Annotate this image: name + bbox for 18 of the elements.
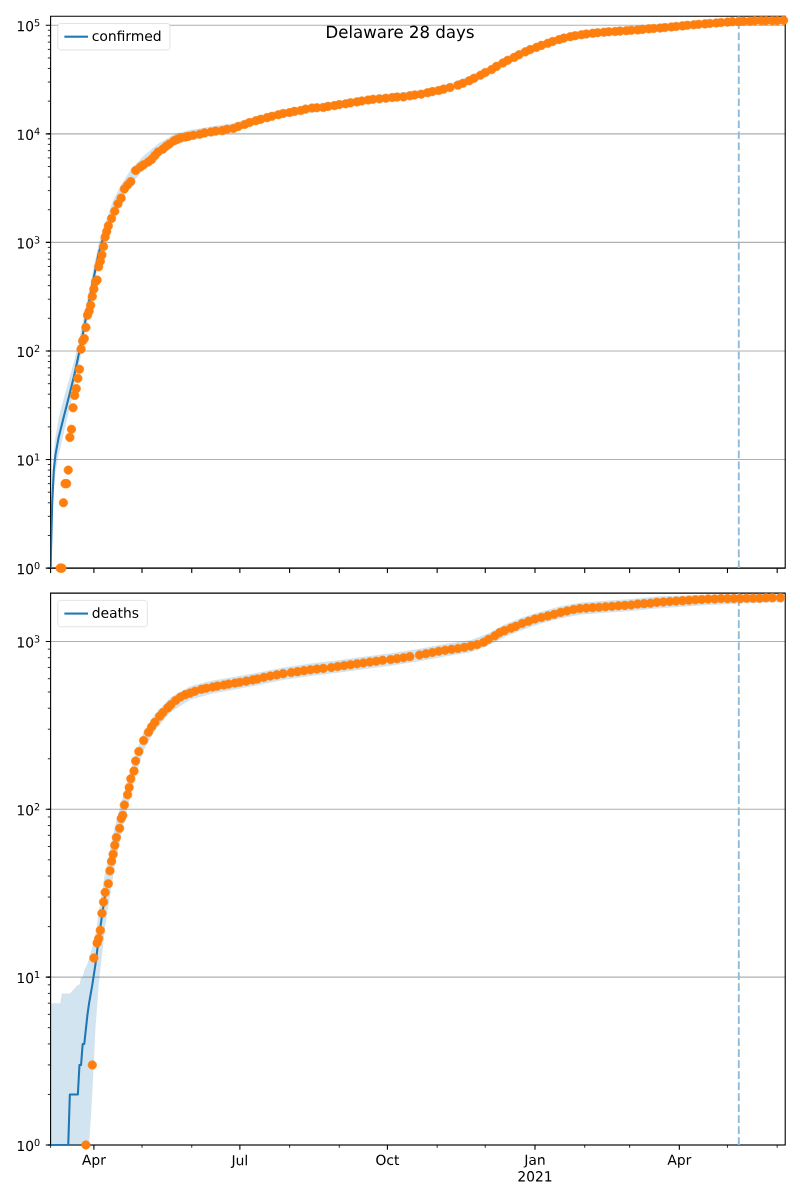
x-tick-label: Oct [376, 1154, 400, 1166]
x-tick-label: Jan 2021 [518, 1154, 552, 1182]
x-tick-label: Apr [667, 1154, 692, 1168]
x-tick-label: Jul [230, 1154, 247, 1168]
legend-label: deaths [92, 607, 139, 618]
y-tick-label: 10$^{3}$ [17, 236, 40, 249]
y-tick-label: 10$^{2}$ [17, 344, 40, 358]
text: Delaware 28 days [327, 25, 474, 42]
y-tick-label: 10$^{0}$ [17, 561, 40, 575]
y-tick-label: 10$^{1}$ [17, 453, 40, 466]
y-tick-label: 10$^{2}$ [17, 803, 40, 816]
y-tick-label: 10$^{0}$ [17, 1138, 40, 1152]
y-tick-label: 10$^{5}$ [17, 19, 40, 32]
legend-label: confirmed [92, 30, 161, 42]
y-tick-label: 10$^{4}$ [17, 127, 40, 140]
x-tick-label: Apr [82, 1154, 106, 1168]
y-tick-label: 10$^{3}$ [17, 635, 40, 648]
y-tick-label: 10$^{1}$ [17, 971, 40, 984]
